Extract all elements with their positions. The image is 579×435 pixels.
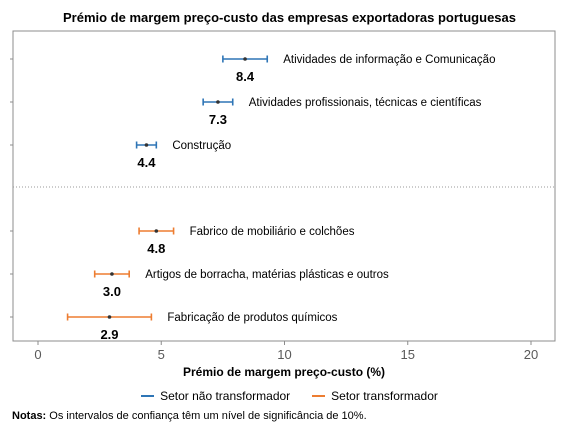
legend-label-non-manufacturing: Setor não transformador bbox=[160, 389, 291, 403]
x-tick-label: 5 bbox=[158, 347, 165, 362]
value-label: 4.4 bbox=[137, 155, 156, 170]
category-label: Atividades de informação e Comunicação bbox=[283, 54, 495, 66]
category-label: Artigos de borracha, matérias plásticas … bbox=[145, 269, 389, 281]
category-label: Construção bbox=[172, 140, 231, 152]
value-label: 7.3 bbox=[209, 112, 227, 127]
category-label: Atividades profissionais, técnicas e cie… bbox=[249, 97, 482, 109]
legend-item-manufacturing: Setor transformador bbox=[312, 389, 438, 403]
category-label: Fabrico de mobiliário e colchões bbox=[190, 226, 355, 238]
point-estimate bbox=[110, 272, 114, 276]
footnote-label: Notas: bbox=[12, 410, 47, 422]
point-estimate bbox=[243, 57, 247, 61]
legend-label-manufacturing: Setor transformador bbox=[331, 389, 438, 403]
legend-swatch-non-manufacturing bbox=[141, 395, 155, 397]
category-label: Fabricação de produtos químicos bbox=[167, 312, 337, 324]
plot-frame bbox=[12, 30, 556, 342]
footnote: Notas: Os intervalos de confiança têm um… bbox=[12, 410, 367, 422]
x-tick-label: 20 bbox=[524, 347, 538, 362]
x-tick-label: 10 bbox=[277, 347, 291, 362]
point-estimate bbox=[107, 315, 112, 319]
legend: Setor não transformador Setor transforma… bbox=[0, 389, 579, 403]
chart-title: Prémio de margem preço-custo das empresa… bbox=[63, 10, 516, 25]
x-tick-label: 15 bbox=[401, 347, 415, 362]
point-estimate bbox=[154, 229, 159, 233]
legend-item-non-manufacturing: Setor não transformador bbox=[141, 389, 290, 403]
value-label: 3.0 bbox=[103, 284, 121, 299]
legend-swatch-manufacturing bbox=[312, 395, 326, 397]
x-axis-title: Prémio de margem preço-custo (%) bbox=[183, 365, 385, 379]
point-estimate bbox=[216, 100, 220, 104]
value-label: 2.9 bbox=[100, 327, 118, 342]
point-estimate bbox=[144, 143, 149, 147]
value-label: 4.8 bbox=[147, 241, 165, 256]
value-label: 8.4 bbox=[236, 69, 255, 84]
x-tick-label: 0 bbox=[34, 347, 41, 362]
footnote-text: Os intervalos de confiança têm um nível … bbox=[49, 410, 367, 422]
